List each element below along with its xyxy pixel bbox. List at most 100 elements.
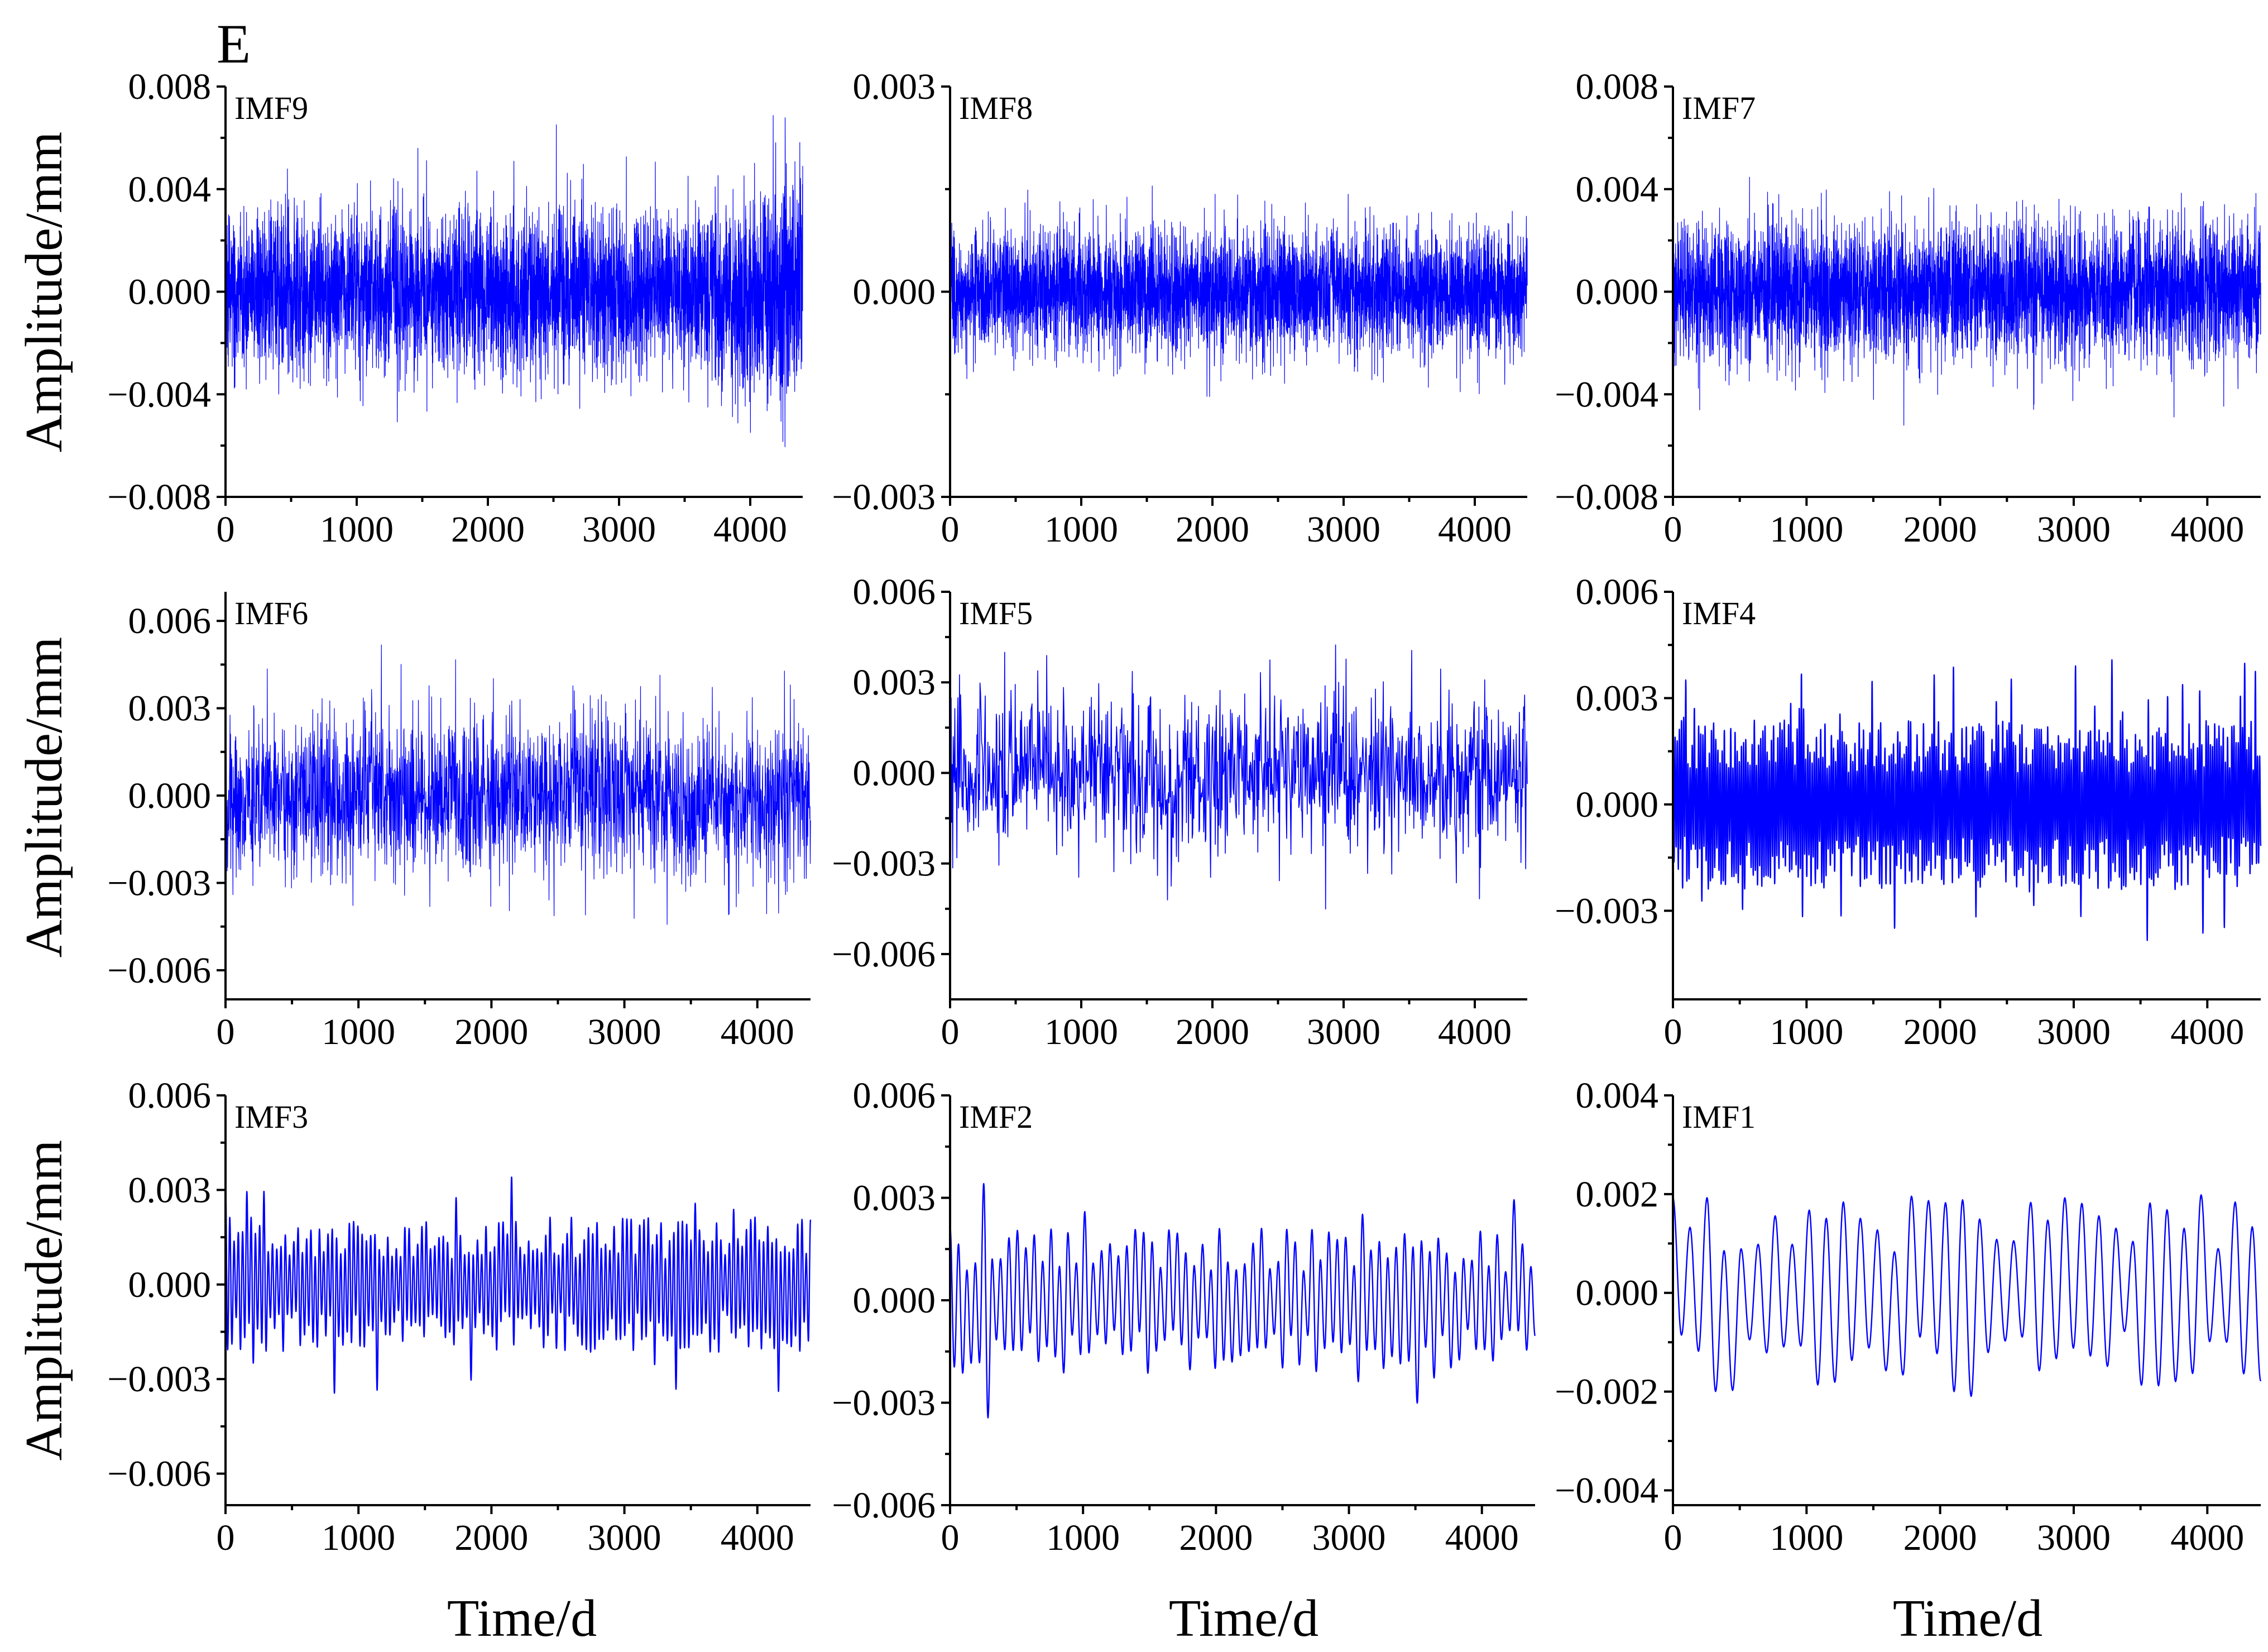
x-tick-label: 0: [941, 1517, 960, 1558]
series-label: IMF7: [1682, 90, 1756, 126]
x-tick-label: 0: [217, 509, 235, 550]
y-tick-label: 0.000: [1576, 272, 1659, 313]
chart-panel-imf8: −0.003 0.000 0.003 0 1000 2000 3000 4000 IMF8: [832, 66, 1528, 550]
y-tick-label: −0.004: [1555, 374, 1658, 415]
y-axis-title-row-1: Amplitude/mm: [15, 132, 73, 452]
y-tick-label: 0.006: [853, 1075, 936, 1116]
y-tick-label: 0.000: [128, 272, 212, 313]
series-label: IMF3: [234, 1099, 308, 1135]
chart-panel-imf4: −0.003 0.000 0.003 0.006 0 1000 2000 3000 4000 IM…: [1555, 572, 2262, 1052]
y-tick-label: −0.003: [107, 1359, 211, 1400]
x-tick-label: 1000: [322, 1517, 395, 1558]
x-tick-label: 3000: [588, 1517, 661, 1558]
y-tick-label: 0.002: [1576, 1174, 1659, 1215]
x-axis-title-col-3: Time/d: [1893, 1589, 2042, 1648]
x-tick-label: 0: [1664, 1012, 1682, 1052]
y-tick-label: 0.006: [128, 601, 212, 641]
series-label: IMF1: [1682, 1099, 1756, 1135]
x-tick-label: 3000: [1312, 1517, 1386, 1558]
x-tick-label: 1000: [1770, 509, 1843, 550]
y-tick-label: 0.000: [853, 753, 936, 793]
x-tick-label: 1000: [1044, 509, 1118, 550]
y-tick-label: 0.004: [128, 169, 212, 210]
y-tick-label: 0.004: [1576, 169, 1659, 210]
series-label: IMF2: [959, 1099, 1033, 1135]
series-line-imf4: [1672, 659, 2262, 941]
x-tick-label: 3000: [2037, 1517, 2111, 1558]
series-line-imf6: [225, 644, 811, 925]
x-tick-label: 3000: [1307, 509, 1380, 550]
x-tick-label: 4000: [2170, 1012, 2244, 1052]
chart-panel-imf2: −0.006 −0.003 0.000 0.003 0.006 0 1000 2000 3000…: [832, 1075, 1536, 1558]
x-tick-label: 3000: [1307, 1012, 1380, 1052]
x-tick-label: 2000: [454, 1012, 528, 1052]
x-tick-label: 4000: [1445, 1517, 1519, 1558]
series-line-imf3: [224, 1176, 812, 1394]
x-tick-label: 4000: [713, 509, 787, 550]
chart-panel-imf1: −0.004 −0.002 0.000 0.002 0.004 0 1000 2000 3000…: [1555, 1075, 2262, 1558]
y-tick-label: −0.003: [832, 844, 936, 884]
y-tick-label: −0.006: [832, 934, 936, 975]
y-tick-label: 0.006: [853, 572, 936, 612]
y-tick-label: 0.000: [128, 1265, 212, 1305]
x-tick-label: 3000: [588, 1012, 661, 1052]
panel-letter: E: [217, 13, 251, 75]
y-tick-label: 0.008: [1576, 66, 1659, 107]
y-tick-label: −0.004: [107, 374, 211, 415]
x-tick-label: 0: [941, 1012, 960, 1052]
y-tick-label: 0.006: [128, 1075, 212, 1116]
x-tick-label: 2000: [1903, 1517, 1977, 1558]
y-tick-label: 0.003: [128, 1170, 212, 1210]
y-tick-label: 0.000: [1576, 1273, 1659, 1314]
x-tick-label: 0: [217, 1517, 235, 1558]
x-tick-label: 1000: [1044, 1012, 1118, 1052]
y-tick-label: 0.003: [853, 66, 936, 107]
y-tick-label: 0.004: [1576, 1075, 1659, 1116]
series-label: IMF9: [234, 90, 308, 126]
x-tick-label: 0: [1664, 1517, 1682, 1558]
x-tick-label: 2000: [1179, 1517, 1253, 1558]
y-axis-title-row-2: Amplitude/mm: [15, 637, 73, 957]
x-tick-label: 1000: [320, 509, 394, 550]
x-tick-label: 4000: [2170, 509, 2244, 550]
y-tick-label: −0.006: [107, 1454, 211, 1495]
x-tick-label: 2000: [451, 509, 525, 550]
series-line-imf5: [950, 644, 1528, 909]
y-tick-label: 0.003: [853, 1178, 936, 1219]
x-tick-label: 4000: [1438, 1012, 1512, 1052]
chart-panel-imf3: −0.006 −0.003 0.000 0.003 0.006 0 1000 2000 3000…: [107, 1075, 812, 1558]
x-axis-title-col-2: Time/d: [1169, 1589, 1318, 1648]
x-tick-label: 4000: [721, 1517, 794, 1558]
x-tick-label: 2000: [1903, 1012, 1977, 1052]
y-tick-label: 0.003: [1576, 678, 1659, 719]
series-line-imf1: [1672, 1194, 2262, 1397]
x-tick-label: 1000: [1770, 1012, 1843, 1052]
y-tick-label: −0.002: [1555, 1372, 1658, 1412]
series-line-imf9: [225, 115, 803, 447]
y-tick-label: 0.008: [128, 66, 212, 107]
y-tick-label: −0.008: [107, 477, 211, 518]
y-tick-label: −0.003: [832, 477, 936, 518]
series-line-imf8: [950, 185, 1528, 397]
y-tick-label: −0.004: [1555, 1470, 1658, 1511]
series-label: IMF5: [959, 595, 1033, 631]
y-tick-label: 0.006: [1576, 572, 1659, 612]
y-tick-label: 0.000: [128, 775, 212, 816]
y-axis-title-row-3: Amplitude/mm: [15, 1140, 73, 1461]
series-label: IMF6: [234, 595, 308, 631]
x-tick-label: 2000: [1176, 1012, 1249, 1052]
x-tick-label: 3000: [582, 509, 656, 550]
chart-panel-imf7: −0.008 −0.004 0.000 0.004 0.008 0 1000 2000 3000…: [1555, 66, 2261, 550]
y-tick-label: 0.003: [128, 688, 212, 729]
x-tick-label: 0: [217, 1012, 235, 1052]
y-tick-label: 0.000: [1576, 784, 1659, 825]
series-label: IMF4: [1682, 595, 1756, 631]
y-tick-label: −0.008: [1555, 477, 1658, 518]
y-tick-label: −0.006: [832, 1485, 936, 1526]
x-tick-label: 3000: [2037, 509, 2111, 550]
y-tick-label: 0.000: [853, 272, 936, 313]
y-tick-label: −0.006: [107, 950, 211, 991]
y-tick-label: 0.000: [853, 1280, 936, 1321]
x-tick-label: 4000: [1438, 509, 1512, 550]
